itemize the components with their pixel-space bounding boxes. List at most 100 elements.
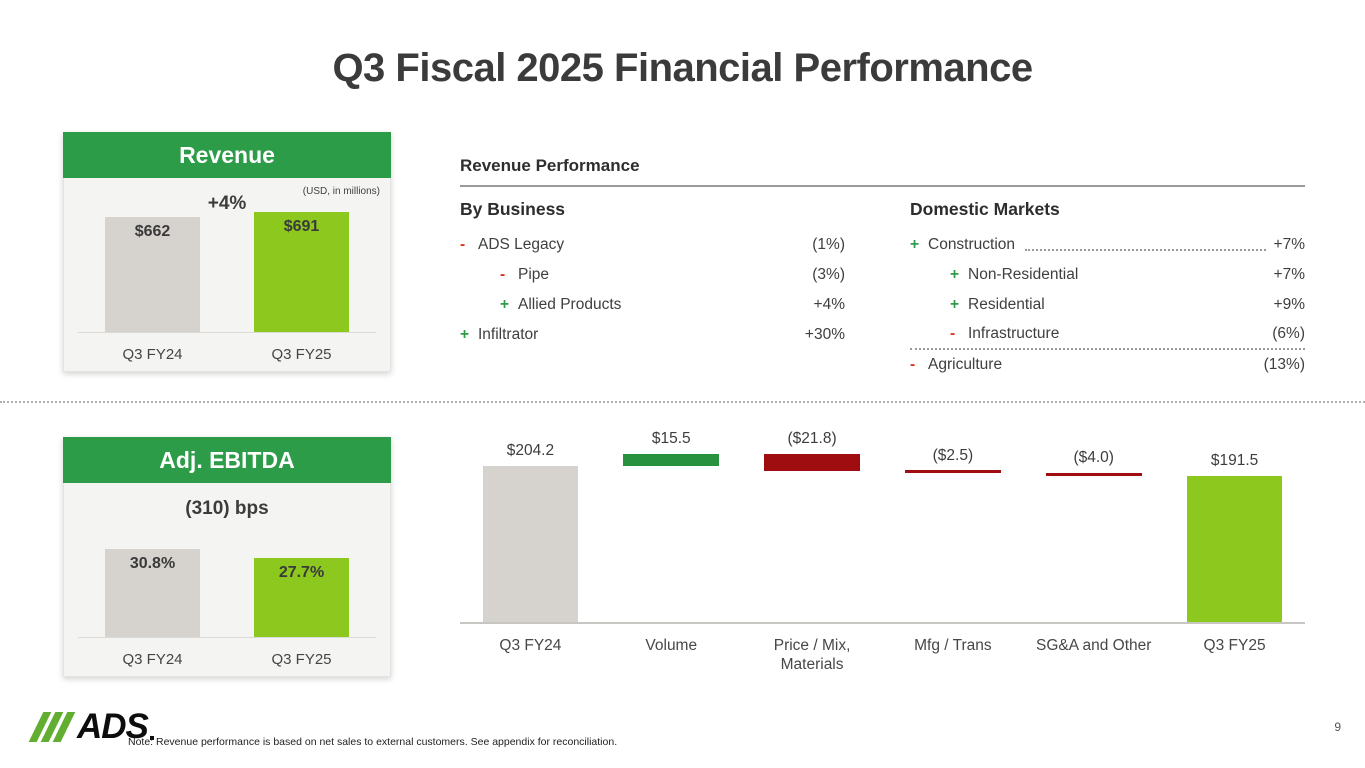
- revenue-card-body: (USD, in millions) +4% $662 $691 Q3 FY24 Q…: [63, 178, 391, 372]
- by-business-value: (1%): [812, 236, 845, 253]
- by-business-value: +4%: [813, 296, 845, 313]
- bar-q3-fy25: $691: [254, 212, 349, 332]
- bar-value-label: $691: [283, 218, 320, 235]
- by-business-heading: By Business: [460, 199, 566, 219]
- waterfall-axis-labels: Q3 FY24 Volume Price / Mix, Materials Mfg /…: [460, 624, 1305, 675]
- bar-value-label: $662: [134, 223, 171, 240]
- by-business-row: - Pipe (3%): [460, 260, 845, 290]
- ads-logo: ADS: [28, 706, 154, 748]
- revenue-performance-panel: Revenue Performance By Business - ADS Leg…: [460, 156, 1305, 380]
- adj-ebitda-change-label: (310) bps: [185, 498, 269, 519]
- domestic-markets-row: + Non-Residential +7%: [910, 260, 1305, 290]
- minus-sign: -: [500, 266, 506, 283]
- waterfall-column: $191.5: [1164, 422, 1305, 622]
- revenue-units-note: (USD, in millions): [302, 186, 380, 197]
- domestic-markets-row: - Agriculture (13%): [910, 350, 1305, 380]
- waterfall-x-label: Volume: [645, 637, 698, 654]
- revenue-card-title: Revenue: [63, 132, 391, 178]
- by-business-rows: - ADS Legacy (1%) - Pipe (3%) + Allied Products…: [460, 230, 845, 350]
- domestic-markets-rows: + Construction +7% + Non-Residential +7% + Resi…: [910, 230, 1305, 380]
- adj-ebitda-bridge-chart: $204.2 $15.5 ($21.8) ($2.5) ($4.0) $191.5 Q3 …: [460, 422, 1305, 675]
- waterfall-column: $15.5: [601, 422, 742, 622]
- plus-sign: +: [910, 236, 920, 253]
- waterfall-x-label: Mfg / Trans: [914, 637, 992, 654]
- by-business-row: + Infiltrator +30%: [460, 320, 845, 350]
- bar-value-label: 30.8%: [129, 555, 176, 572]
- domestic-markets-value: +7%: [1273, 266, 1305, 283]
- dotted-leader: [1025, 249, 1266, 251]
- domestic-markets-label: Agriculture: [928, 356, 1003, 373]
- bar-value-label: 27.7%: [278, 564, 325, 581]
- x-axis-label: Q3 FY25: [271, 651, 332, 668]
- bar-q3-fy25: 27.7%: [254, 558, 349, 637]
- by-business-label: Pipe: [518, 266, 550, 283]
- by-business-label: Infiltrator: [478, 326, 539, 343]
- adj-ebitda-chart-axis-labels: Q3 FY24 Q3 FY25: [78, 651, 376, 668]
- plus-sign: +: [950, 266, 960, 283]
- waterfall-x-label: SG&A and Other: [1035, 637, 1152, 654]
- waterfall-bar: [482, 465, 579, 622]
- revenue-performance-rule: [460, 185, 1305, 187]
- waterfall-bar: [764, 454, 860, 471]
- adj-ebitda-card: Adj. EBITDA (310) bps 30.8% 27.7% Q3 FY24…: [63, 437, 391, 677]
- waterfall-x-label: Q3 FY25: [1203, 637, 1266, 654]
- domestic-markets-value: (6%): [1272, 325, 1305, 342]
- waterfall-column: ($2.5): [882, 422, 1023, 622]
- section-divider: [0, 401, 1365, 403]
- waterfall-value-label: $204.2: [506, 441, 555, 459]
- plus-sign: +: [500, 296, 510, 313]
- plus-sign: +: [950, 296, 960, 313]
- by-business-label: ADS Legacy: [478, 236, 565, 253]
- bar-column: $691: [227, 211, 376, 332]
- revenue-chart-axis-labels: Q3 FY24 Q3 FY25: [78, 346, 376, 363]
- domestic-markets-value: +9%: [1273, 296, 1305, 313]
- footnote: Note: Revenue performance is based on ne…: [128, 736, 618, 748]
- minus-sign: -: [910, 356, 916, 373]
- revenue-performance-title: Revenue Performance: [460, 156, 640, 175]
- domestic-markets-row: - Infrastructure (6%): [910, 320, 1305, 350]
- x-axis-label: Q3 FY25: [271, 346, 332, 363]
- waterfall-bar: [1045, 472, 1142, 476]
- waterfall-column: ($4.0): [1023, 422, 1164, 622]
- by-business-row: - ADS Legacy (1%): [460, 230, 845, 260]
- revenue-bar-chart: $662 $691: [78, 211, 376, 333]
- logo-text: ADS: [77, 707, 149, 746]
- waterfall-value-label: ($21.8): [787, 430, 837, 447]
- waterfall-value-label: $15.5: [651, 430, 691, 447]
- domestic-markets-value: +7%: [1273, 236, 1305, 253]
- waterfall-value-label: $191.5: [1210, 451, 1259, 469]
- domestic-markets-label: Non-Residential: [968, 266, 1079, 283]
- waterfall-x-label: Q3 FY24: [499, 637, 562, 654]
- bar-q3-fy24: $662: [105, 217, 200, 332]
- bar-column: $662: [78, 211, 227, 332]
- waterfall-value-label: ($2.5): [932, 446, 974, 464]
- domestic-markets-column: Domestic Markets + Construction +7% + Non-Re…: [910, 199, 1305, 380]
- by-business-value: (3%): [812, 266, 845, 283]
- waterfall-plot: $204.2 $15.5 ($21.8) ($2.5) ($4.0) $191.5: [460, 422, 1305, 624]
- minus-sign: -: [460, 236, 466, 253]
- bar-q3-fy24: 30.8%: [105, 549, 200, 637]
- logo-trademark-dot: [149, 736, 154, 740]
- domestic-markets-heading: Domestic Markets: [910, 199, 1060, 219]
- waterfall-column: ($21.8): [742, 422, 883, 622]
- adj-ebitda-bar-chart: 30.8% 27.7%: [78, 516, 376, 638]
- x-axis-label: Q3 FY24: [122, 346, 183, 363]
- by-business-value: +30%: [804, 326, 845, 343]
- bar-column: 30.8%: [78, 516, 227, 637]
- waterfall-value-label: ($4.0): [1073, 448, 1114, 466]
- waterfall-x-label: Price / Mix, Materials: [773, 637, 851, 674]
- by-business-label: Allied Products: [518, 296, 622, 313]
- revenue-card: Revenue (USD, in millions) +4% $662 $691 …: [63, 132, 391, 372]
- waterfall-column: $204.2: [460, 422, 601, 622]
- page-number: 9: [1334, 720, 1341, 734]
- domestic-markets-row: + Residential +9%: [910, 290, 1305, 320]
- domestic-markets-value: (13%): [1263, 356, 1305, 373]
- slide-title: Q3 Fiscal 2025 Financial Performance: [332, 46, 1033, 90]
- waterfall-bar: [905, 469, 1001, 473]
- domestic-markets-label: Construction: [928, 236, 1016, 253]
- bar-column: 27.7%: [227, 516, 376, 637]
- plus-sign: +: [460, 326, 470, 343]
- waterfall-bar: [1186, 475, 1283, 622]
- revenue-performance-columns: By Business - ADS Legacy (1%) - Pipe (3%) + All…: [460, 199, 1305, 380]
